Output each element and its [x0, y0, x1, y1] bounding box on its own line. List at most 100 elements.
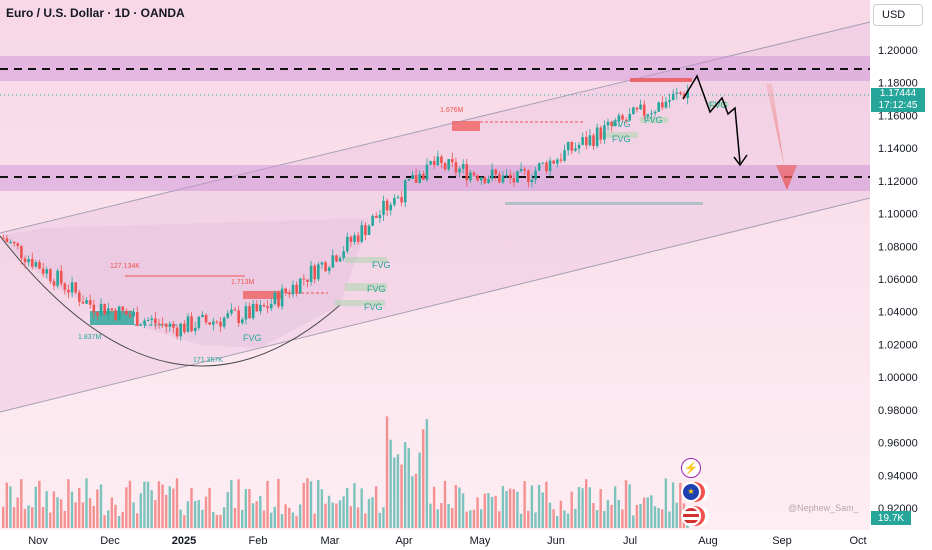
- volume-bar: [52, 491, 56, 528]
- time-axis[interactable]: [0, 530, 870, 550]
- chart-background: [0, 0, 870, 530]
- volume-bar: [114, 504, 117, 528]
- volume-bar: [49, 512, 52, 528]
- candle-body: [588, 135, 592, 146]
- price-tick-label: 1.10000: [878, 209, 918, 221]
- price-tick-label: 1.04000: [878, 307, 918, 319]
- current-price-value: 1.17444: [879, 88, 917, 99]
- volume-bar: [168, 486, 171, 528]
- fvg-label-3: FVG: [364, 302, 383, 312]
- volume-bar: [534, 512, 537, 528]
- candle-body: [487, 178, 490, 184]
- candle-body: [403, 180, 407, 203]
- volume-bar: [621, 509, 624, 528]
- candle-body: [595, 127, 599, 147]
- volume-bar: [175, 478, 179, 528]
- volume-bar: [592, 503, 595, 528]
- candle-body: [534, 170, 537, 180]
- volume-bar: [501, 486, 505, 528]
- candle-body: [324, 262, 327, 272]
- fvg-label-8: FVG: [709, 100, 728, 110]
- volume-bar: [382, 507, 385, 528]
- volume-bar: [74, 502, 77, 528]
- candle-body: [407, 179, 411, 181]
- volume-bar: [483, 493, 486, 528]
- volume-bar: [150, 490, 153, 528]
- candle-body: [374, 215, 378, 218]
- candle-body: [74, 282, 78, 293]
- volume-bar: [59, 499, 63, 528]
- volume-bar: [364, 513, 367, 528]
- candle-body: [613, 121, 617, 126]
- volume-bar: [262, 510, 266, 528]
- candle-body: [45, 269, 49, 274]
- candle-body: [657, 102, 661, 112]
- candle-body: [23, 258, 27, 263]
- candle-body: [443, 163, 447, 170]
- candle-body: [346, 236, 349, 252]
- volume-bar: [146, 481, 150, 528]
- volume-bar: [624, 480, 628, 528]
- candle-body: [617, 115, 621, 122]
- volume-bar: [403, 442, 407, 528]
- volume-bar: [494, 495, 497, 528]
- price-tick-label: 1.06000: [878, 274, 918, 286]
- candle-body: [317, 264, 320, 280]
- candle-body: [2, 238, 5, 240]
- time-tick-label: May: [470, 535, 491, 547]
- rounding-bottom-fill: [0, 218, 370, 348]
- volume-bar: [436, 509, 439, 528]
- price-tick-label: 0.98000: [878, 405, 918, 417]
- volume-bar: [610, 504, 613, 528]
- candle-body: [132, 312, 135, 317]
- lightning-icon[interactable]: ⚡: [681, 458, 701, 478]
- volume-bar: [230, 480, 233, 528]
- candle-body: [41, 268, 45, 274]
- order-block-red-feb: [243, 291, 281, 299]
- currency-button[interactable]: USD: [873, 4, 923, 26]
- candle-body: [342, 251, 345, 259]
- eu-flag-icon[interactable]: ★: [681, 482, 701, 502]
- candle-body: [103, 303, 106, 315]
- volume-bar: [273, 506, 276, 528]
- volume-bar: [132, 502, 135, 528]
- volume-bar: [110, 497, 114, 528]
- candle-body: [161, 323, 164, 325]
- candle-body: [661, 102, 664, 108]
- volume-bar: [338, 500, 342, 528]
- candle-body: [154, 318, 157, 324]
- price-tick-label: 0.96000: [878, 438, 918, 450]
- candle-body: [530, 179, 534, 183]
- us-flag-icon[interactable]: [681, 506, 701, 526]
- candle-body: [371, 215, 374, 226]
- volume-bar: [519, 513, 523, 528]
- current-price-badge[interactable]: 1.17444 17:12:45: [871, 88, 925, 112]
- candle-body: [505, 174, 508, 176]
- candle-body: [16, 243, 20, 246]
- volume-bar: [650, 495, 653, 528]
- volume-bar: [559, 500, 563, 528]
- volume-bar: [360, 488, 363, 528]
- candle-body: [490, 169, 494, 179]
- candle-body: [56, 270, 59, 286]
- candle-body: [429, 160, 432, 165]
- volume-bar: [508, 488, 512, 528]
- candle-body: [204, 314, 208, 323]
- candle-body: [222, 317, 226, 327]
- volume-bar: [349, 506, 353, 528]
- volume-bar: [657, 507, 660, 528]
- candle-body: [259, 304, 262, 312]
- candle-body: [262, 304, 266, 307]
- fvg-label-1: FVG: [372, 260, 391, 270]
- candle-body: [128, 314, 132, 317]
- candle-body: [479, 177, 483, 181]
- candle-body: [570, 141, 574, 151]
- candle-body: [146, 319, 150, 321]
- candle-body: [107, 308, 110, 315]
- candle-body: [603, 125, 606, 140]
- volume-bar: [193, 500, 197, 528]
- volume-bar: [320, 489, 324, 528]
- candle-body: [284, 288, 288, 293]
